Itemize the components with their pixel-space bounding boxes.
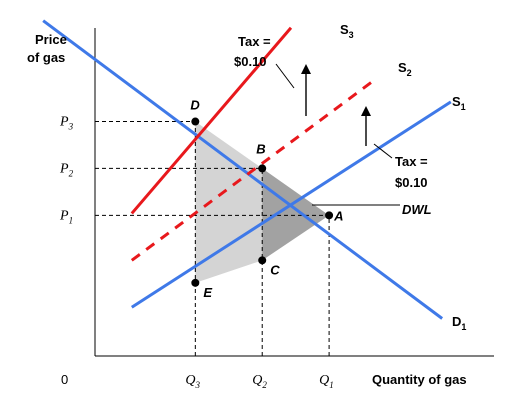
transferred-surplus-area bbox=[195, 121, 263, 283]
label-s3: S3 bbox=[340, 22, 354, 40]
x-tick-q1: Q1 bbox=[319, 373, 334, 390]
curve-s3 bbox=[130, 26, 293, 215]
label-d1: D1 bbox=[452, 314, 466, 332]
label-s1: S1 bbox=[452, 94, 466, 112]
curve-s2 bbox=[130, 80, 373, 262]
point-b bbox=[258, 164, 267, 173]
point-label-b: B bbox=[256, 141, 265, 156]
point-label-c: C bbox=[270, 262, 280, 277]
tax-shift-arrowhead-upper bbox=[301, 64, 311, 74]
tax-top-label-line1: Tax = bbox=[238, 34, 271, 49]
tax-right-leader bbox=[373, 143, 393, 159]
equilibrium-points bbox=[191, 117, 334, 287]
curve-s1 bbox=[130, 100, 452, 309]
shift-arrows bbox=[275, 63, 400, 206]
origin-label: 0 bbox=[61, 372, 68, 387]
dwl-label: DWL bbox=[402, 202, 432, 217]
point-labels: D B A C E bbox=[190, 98, 343, 300]
curves bbox=[42, 19, 452, 320]
x-axis-label: Quantity of gas bbox=[372, 372, 467, 387]
curve-d1 bbox=[42, 19, 444, 320]
y-tick-p1: P1 bbox=[59, 208, 73, 225]
point-e bbox=[191, 278, 200, 287]
tax-right-label-line1: Tax = bbox=[395, 154, 428, 169]
y-axis-label-line1: Price bbox=[35, 32, 67, 47]
x-tick-labels: Q3 Q2 Q1 bbox=[185, 373, 333, 390]
y-tick-labels: P1 P2 P3 bbox=[59, 115, 74, 226]
point-c bbox=[258, 256, 267, 265]
point-label-d: D bbox=[190, 98, 200, 113]
x-tick-q3: Q3 bbox=[185, 373, 200, 390]
deadweight-loss-area bbox=[262, 168, 330, 261]
point-a bbox=[325, 211, 334, 220]
y-tick-p2: P2 bbox=[59, 161, 74, 178]
tax-top-label-line2: $0.10 bbox=[234, 54, 267, 69]
point-label-e: E bbox=[203, 285, 212, 300]
y-axis-label-line2: of gas bbox=[27, 50, 65, 65]
tax-shift-arrowhead-lower bbox=[361, 106, 371, 116]
point-label-a: A bbox=[333, 208, 343, 223]
point-d bbox=[191, 117, 200, 126]
y-tick-p3: P3 bbox=[59, 115, 74, 132]
tax-top-leader bbox=[275, 63, 295, 89]
label-s2: S2 bbox=[398, 60, 412, 78]
axes bbox=[94, 28, 494, 357]
x-tick-q2: Q2 bbox=[252, 373, 267, 390]
welfare-areas bbox=[195, 121, 330, 283]
curve-labels: D1 S1 S2 S3 bbox=[340, 22, 466, 332]
tax-right-label-line2: $0.10 bbox=[395, 175, 428, 190]
